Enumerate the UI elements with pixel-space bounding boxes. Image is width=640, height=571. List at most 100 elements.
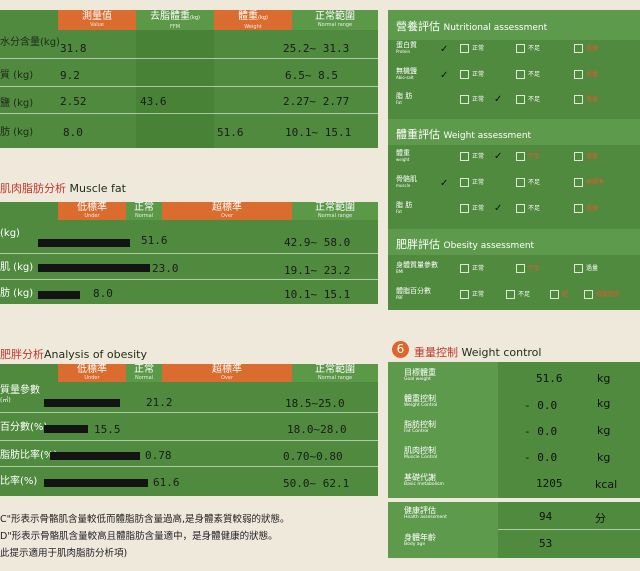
header-normal-range: 正常範圍 Normal range [292,364,378,382]
option-label: 不足 [528,45,541,52]
health-assessment-value: 94 [539,510,553,523]
weight-assessment-title: 體重評估 Weight assessment [396,128,532,141]
checkbox-deficient[interactable] [516,152,525,161]
nutrition-row-label: 脂 肪 Fat [396,92,413,106]
goal-weight-value: 51.6 [536,372,563,385]
option-label: 不足 [528,265,541,272]
checkbox-deficient[interactable] [516,44,525,53]
option-label: 過量 [586,96,599,103]
checkbox-deficient[interactable] [506,290,515,299]
checkbox-excessive[interactable] [574,204,583,213]
bc-row-weight: 51.6 [217,126,244,139]
row-divider [498,529,640,530]
ffm-column-band [136,30,214,148]
muscle-fat-title: 肌肉脂肪分析 Muscle fat [0,182,126,195]
assessment-panel [388,10,640,310]
checkbox-deficient[interactable] [516,264,525,273]
health-assessment-unit: 分 [595,512,606,525]
nutrition-row-label: 蛋白質 Protein [396,41,417,55]
health-label-column [388,502,498,558]
bc-row-value: 2.52 [60,95,87,108]
header-weight: 體重(kg) Weight [214,10,292,30]
fat-control-label: 脂肪控制 Fat Control [404,420,436,434]
checkbox-over[interactable] [550,290,559,299]
mf-row-label: 肪 (kg) [0,288,34,299]
row-divider [0,412,378,413]
checkbox-normal[interactable] [460,290,469,299]
checkbox-normal[interactable] [460,70,469,79]
checkbox-excessive[interactable] [574,95,583,104]
weight-row-label: 脂 肪 Fat [396,201,413,215]
checkbox-normal[interactable] [460,95,469,104]
option-label: 過量 [586,205,599,212]
row-divider [0,279,378,280]
checkbox-normal[interactable] [460,44,469,53]
checkbox-excessive[interactable] [574,44,583,53]
checkbox-deficient[interactable] [516,204,525,213]
header-value: 測量值 Value [58,10,136,30]
checkbox-excessive[interactable] [574,70,583,79]
check-mark: ✓ [440,70,449,81]
goal-weight-label: 目標體重 Goal weight [404,368,436,382]
ob-row-label: 百分數(%) [0,422,48,433]
nutrition-row-label: 無機鹽 Abio-salt [396,67,417,81]
header-over: 超標準 Over [162,202,292,220]
option-label: 超 [562,291,569,298]
ob-row-label: 質量參數 (㎡) [0,385,40,405]
header-under: 低標準 Under [58,202,126,220]
header-normal: 正常 Normal [126,202,162,220]
checkbox-deficient[interactable] [516,70,525,79]
option-label: 過量 [586,71,599,78]
bc-row-label: 鹽 (kg) [0,98,34,109]
weight-control-label: 體重控制 Weight Control [404,394,438,408]
ob-row-bar [50,452,140,460]
ob-row-label: 脂肪比率(%) [0,450,58,461]
weight-control-label-column [388,362,498,498]
mf-row-range: 42.9~ 58.0 [284,236,351,249]
mf-row-label: 肌 (kg) [0,262,34,273]
footnote: D"形表示骨骼肌含量較高且體脂肪含量適中，是身體健康的狀態。 [0,531,278,542]
mf-row-bar [38,291,80,299]
section-number-badge: 6 [392,341,409,358]
option-label: 正常 [472,265,485,272]
footnote: C"形表示骨骼肌含量較低而體脂肪含量過高,是身體素質較弱的狀態。 [0,514,290,525]
checkbox-deficient[interactable] [516,178,525,187]
option-label: 正常 [472,205,485,212]
bc-row-value: 8.0 [63,126,83,139]
option-label: 不足 [528,205,541,212]
checkbox-mild-obesity[interactable] [584,290,593,299]
checkbox-deficient[interactable] [516,95,525,104]
checkbox-excessive[interactable] [574,264,583,273]
checkbox-excessive[interactable] [574,152,583,161]
basic-metabolism-value: 1205 [536,477,563,490]
checkbox-normal[interactable] [460,204,469,213]
muscle-control-value: - 0.0 [524,451,558,464]
bc-row-value: 9.2 [60,69,80,82]
bc-row-label: 水分含量(kg) [0,37,60,48]
checkbox-normal[interactable] [460,264,469,273]
bc-row-label: 肪 (kg) [0,127,34,138]
nutrition-title: 營養評估 Nutritional assessment [396,20,548,33]
ob-row-bar [44,425,88,433]
option-label: 不足 [528,153,541,160]
ob-row-value: 61.6 [153,476,180,489]
checkbox-excessive[interactable] [574,178,583,187]
checkbox-normal[interactable] [460,178,469,187]
obesity-row-label: 體脂百分數 PBF [396,287,431,301]
option-label: 正常 [472,71,485,78]
fat-control-unit: kg [597,424,611,437]
body-age-value: 53 [539,537,553,550]
check-mark: ✓ [494,151,503,162]
weight-row-label: 骨骼肌 muscle [396,175,417,189]
weight-control-value: - 0.0 [524,399,558,412]
row-divider [0,253,378,254]
mf-row-bar [38,239,130,247]
row-divider [0,58,378,59]
bc-row-range: 2.27~ 2.77 [283,95,350,108]
mf-row-bar [38,264,150,272]
checkbox-normal[interactable] [460,152,469,161]
weight-assessment-band [388,119,640,145]
row-divider [0,466,378,467]
header-under: 低標準 Under [58,364,126,382]
check-mark: ✓ [440,44,449,55]
